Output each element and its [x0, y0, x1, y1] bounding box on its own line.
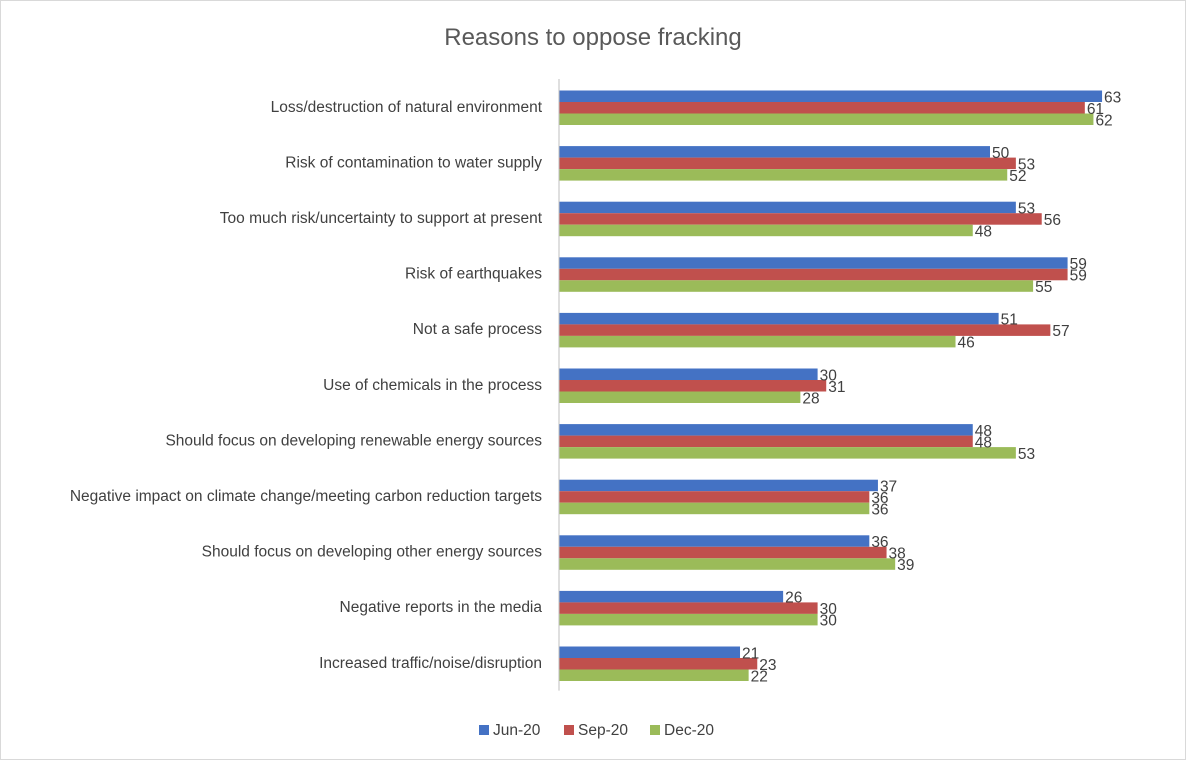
legend: Jun-20 Sep-20 Dec-20 [479, 722, 714, 739]
data-label: 53 [1018, 446, 1035, 463]
bar [559, 669, 749, 681]
data-label: 51 [1001, 312, 1018, 329]
data-label: 46 [958, 335, 975, 352]
data-label: 59 [1070, 256, 1087, 273]
bar [559, 380, 827, 392]
bar [559, 658, 758, 670]
bar [559, 324, 1051, 336]
bar [559, 268, 1068, 281]
bar [559, 146, 990, 158]
bar [559, 257, 1068, 269]
legend-label: Dec-20 [664, 722, 714, 739]
data-label: 53 [1018, 156, 1035, 173]
data-label: 48 [975, 223, 992, 240]
data-label: 61 [1087, 101, 1104, 118]
data-label: 39 [897, 557, 914, 574]
category-label: Risk of contamination to water supply [285, 154, 542, 171]
bars [559, 90, 1103, 681]
legend-swatch [479, 725, 489, 735]
bar [559, 157, 1016, 170]
bar [559, 424, 973, 436]
bar [559, 368, 818, 380]
data-label: 48 [975, 423, 992, 440]
bar [559, 479, 878, 492]
category-label: Negative impact on climate change/meetin… [70, 488, 542, 505]
bar [559, 602, 818, 614]
bar [559, 90, 1103, 102]
category-label: Risk of earthquakes [405, 266, 542, 283]
category-label: Should focus on developing renewable ene… [165, 432, 542, 449]
data-label: 62 [1095, 112, 1112, 129]
data-label: 50 [992, 145, 1010, 162]
data-label: 56 [1044, 212, 1061, 229]
bar [559, 391, 801, 403]
bar [559, 502, 870, 515]
data-label: 38 [889, 546, 906, 563]
category-labels: Loss/destruction of natural environment R… [70, 99, 543, 672]
bar [559, 447, 1016, 459]
bar [559, 280, 1034, 292]
legend-swatch [650, 725, 660, 735]
category-label: Use of chemicals in the process [323, 377, 542, 394]
bar [559, 335, 956, 348]
data-label: 26 [785, 590, 802, 607]
bar [559, 113, 1094, 125]
data-label: 28 [802, 390, 819, 407]
category-label: Negative reports in the media [340, 599, 543, 616]
data-label: 30 [820, 601, 838, 618]
bar [559, 535, 870, 547]
data-label: 36 [871, 534, 888, 551]
data-label: 63 [1104, 89, 1121, 106]
bar [559, 435, 973, 448]
category-label: Not a safe process [413, 321, 542, 338]
data-label: 57 [1052, 323, 1069, 340]
legend-swatch [564, 725, 574, 735]
bar [559, 213, 1042, 225]
data-label: 53 [1018, 200, 1035, 217]
data-label: 52 [1009, 168, 1026, 185]
legend-label: Jun-20 [493, 722, 541, 739]
data-label: 21 [742, 645, 759, 662]
data-label: 48 [975, 434, 992, 451]
bar [559, 224, 973, 237]
bar [559, 646, 741, 658]
data-label: 37 [880, 478, 897, 495]
bar [559, 312, 999, 325]
data-label: 30 [820, 613, 838, 630]
category-label: Should focus on developing other energy … [202, 544, 543, 561]
data-label: 31 [828, 379, 845, 396]
bar [559, 558, 896, 570]
data-label: 36 [871, 501, 888, 518]
data-label: 30 [820, 367, 838, 384]
bar [559, 491, 870, 503]
bar [559, 169, 1008, 181]
category-label: Loss/destruction of natural environment [271, 99, 543, 116]
data-label: 55 [1035, 279, 1052, 296]
data-label: 22 [751, 668, 768, 685]
legend-label: Sep-20 [578, 722, 628, 739]
value-labels: 6361625053525356485959555157463031284848… [742, 89, 1121, 685]
category-label: Too much risk/uncertainty to support at … [220, 210, 543, 227]
bar [559, 201, 1016, 214]
bar [559, 102, 1085, 114]
data-label: 59 [1070, 268, 1087, 285]
bar [559, 590, 784, 603]
bar [559, 546, 887, 559]
data-label: 36 [871, 490, 888, 507]
chart-title: Reasons to oppose fracking [444, 24, 742, 51]
bar [559, 613, 818, 626]
category-label: Increased traffic/noise/disruption [319, 655, 542, 672]
data-label: 23 [759, 657, 776, 674]
